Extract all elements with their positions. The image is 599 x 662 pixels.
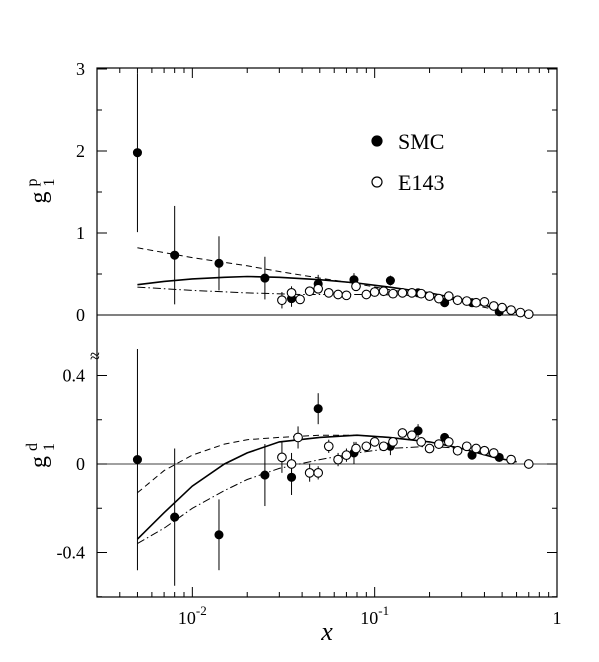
legend-label-smc: SMC [398,129,444,154]
e143-point [323,288,334,298]
e143-point [479,445,490,456]
smc-point [132,455,142,465]
x-axis-label: x [320,617,333,646]
e143-point [443,291,454,301]
y-tick-label: -0.4 [57,543,86,563]
e143-point [523,459,534,469]
smc-point [260,470,270,480]
legend-label-e143: E143 [398,170,444,195]
y-label-sub: 1 [41,179,58,187]
e143-point [351,443,361,454]
e143-point [313,468,324,478]
curve-dashdot-g1p [137,286,503,311]
e143-point [443,437,454,447]
e143-point [277,295,287,306]
y-axis-label-g1d: g 1d [24,443,58,468]
smc-point [170,250,180,260]
e143-point [461,296,472,306]
x-tick-label: 10-1 [360,603,389,628]
smc-point [214,258,224,268]
e143-point [293,432,303,443]
e143-point [407,430,417,441]
e143-point [369,287,380,297]
e143-point [361,289,372,300]
smc-point [170,512,180,522]
e143-point [397,288,408,298]
e143-point [488,448,499,458]
e143-point [452,295,463,306]
e143-point [304,468,315,478]
e143-point [452,445,463,456]
y-tick-label: 2 [76,141,85,161]
y-label-sub: 1 [41,443,58,451]
e143-point [286,288,297,298]
smc-point [313,404,323,414]
data-points [132,73,534,586]
smc-point [132,148,142,158]
e143-point [424,443,435,454]
e143-point [341,290,352,301]
e143-point [388,288,398,299]
y-axis-label-g1p: g 1p [24,179,58,204]
e143-point [424,291,435,301]
e143-point [378,441,389,452]
e143-point [506,454,516,465]
plot-frame [96,67,558,598]
e143-point [333,289,343,300]
e143-point [471,443,481,454]
x-tick-label: 10-2 [178,603,207,628]
e143-point [523,309,534,320]
e143-point [397,428,408,438]
y-label-main: g [26,192,52,204]
y-tick-label: 0 [76,454,85,474]
e143-point [471,297,481,308]
y-tick-label: 0.4 [63,366,86,386]
e143-point [341,450,352,461]
y-tick-label: 0 [76,305,85,325]
e143-point [304,286,315,297]
smc-point [385,276,395,286]
axis-break-mark: ≈ [90,346,100,366]
e143-point [461,441,472,452]
y-label-main: g [26,456,52,468]
e143-point [286,459,297,469]
y-tick-label: 1 [76,223,85,243]
y-label-sup: p [24,179,41,187]
e143-point [277,452,287,463]
e143-point [351,281,361,292]
curve-dashdot-g1d [137,445,494,545]
legend-marker-e143 [371,176,383,188]
e143-point [295,294,305,305]
smc-point [260,273,270,283]
e143-point [497,302,507,313]
e143-point [378,286,389,297]
y-tick-label: 3 [76,59,85,79]
e143-point [515,307,526,318]
e143-point [434,439,444,449]
e143-point [323,441,334,452]
e143-point [416,437,427,447]
legend-marker-smc [371,135,383,147]
e143-point [407,288,417,298]
e143-point [416,288,427,299]
e143-point [488,301,499,311]
e143-point [369,437,380,447]
e143-point [479,297,490,307]
x-tick-label: 1 [553,608,562,628]
e143-point [506,305,516,315]
e143-point [388,437,398,447]
e143-point [333,454,343,465]
smc-point [214,530,224,540]
y-label-sup: d [24,443,41,451]
e143-point [361,441,372,452]
panel-frames [96,67,558,598]
e143-point [434,293,444,304]
e143-point [313,283,324,294]
